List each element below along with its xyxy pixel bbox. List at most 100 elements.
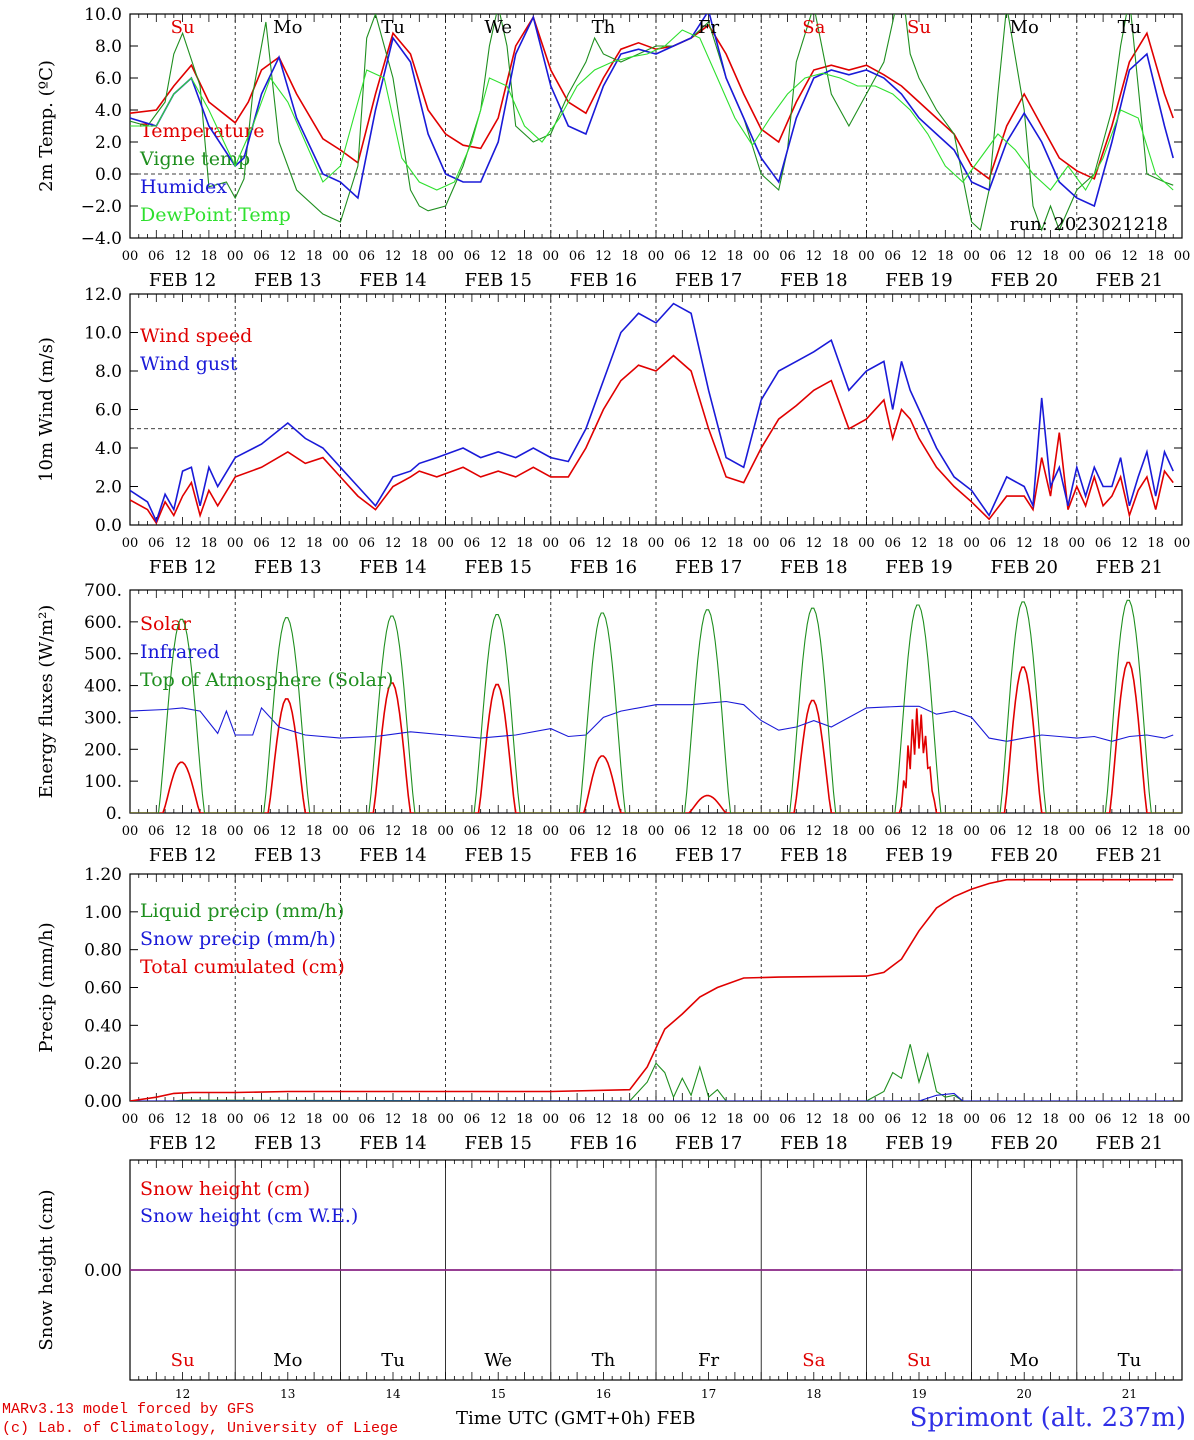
date-label: FEB 12 [149,1133,216,1154]
hour-label: 00 [963,249,980,264]
legend-entry: Wind speed [140,325,252,347]
hour-label: 18 [306,824,323,839]
hour-label: 12 [1016,536,1033,551]
hour-label: 06 [569,824,586,839]
legend-entry: Solar [140,613,192,635]
date-label: FEB 14 [359,270,426,291]
panel-frame [129,589,1183,814]
hour-label: 06 [990,249,1007,264]
hour-label: 12 [385,824,402,839]
hour-label: 12 [911,536,928,551]
hour-label: 12 [280,1112,297,1127]
hour-label: 00 [648,249,665,264]
series-line [130,14,1174,208]
hour-label: 06 [674,824,691,839]
hour-label: 18 [937,1112,954,1127]
day-number: 12 [175,1387,190,1401]
date-label: FEB 18 [780,1133,847,1154]
day-number: 19 [911,1387,926,1401]
day-number: 18 [806,1387,821,1401]
time-axis-month: FEB [656,1408,696,1429]
hour-label: 00 [122,536,139,551]
credit-line-1: MARv3.13 model forced by GFS [2,1401,255,1418]
hour-label: 18 [411,1112,428,1127]
y-tick-label: 0. [106,804,122,824]
day-label: Fr [698,17,719,38]
hour-label: 06 [148,249,165,264]
hour-label: 18 [727,249,744,264]
date-label: FEB 19 [885,557,952,578]
hour-label: 18 [201,1112,218,1127]
hour-label: 18 [937,824,954,839]
hour-label: 12 [595,824,612,839]
day-label: Sa [802,1350,825,1371]
hour-label: 18 [832,824,849,839]
hour-label: 12 [1121,536,1138,551]
date-label: FEB 20 [990,845,1057,866]
series-line [130,14,1174,232]
legend-entry: DewPoint Temp [140,204,291,226]
hour-label: 12 [911,824,928,839]
hour-label: 00 [227,1112,244,1127]
hour-label: 12 [385,249,402,264]
y-tick-label: 300. [84,708,122,728]
hour-label: 00 [332,824,349,839]
hour-label: 00 [648,1112,665,1127]
hour-label: 00 [437,249,454,264]
day-number: 17 [701,1387,716,1401]
hour-label: 00 [648,824,665,839]
hour-label: 00 [1174,824,1191,839]
y-tick-label: 100. [84,772,122,792]
hour-label: 12 [1121,249,1138,264]
hour-label: 00 [227,536,244,551]
y-tick-label: 8.0 [95,37,122,57]
hour-label: 12 [385,536,402,551]
y-tick-label: 200. [84,740,122,760]
series-line [130,878,1174,1101]
day-label: We [484,1350,512,1371]
hour-label: 00 [1174,1112,1191,1127]
y-tick-label: 12.0 [84,285,122,305]
hour-label: 18 [1042,536,1059,551]
legend-entry: Temperature [140,120,264,142]
hour-label: 00 [963,1112,980,1127]
hour-label: 06 [148,536,165,551]
day-label: Tu [381,17,405,38]
hour-label: 06 [990,1112,1007,1127]
hour-label: 00 [1069,1112,1086,1127]
hour-label: 18 [516,824,533,839]
y-tick-label: 2.0 [95,133,122,153]
hour-label: 06 [569,249,586,264]
y-axis-label: 10m Wind (m/s) [36,337,57,482]
hour-label: 06 [884,824,901,839]
legend-entry: Top of Atmosphere (Solar) [140,669,393,691]
hour-label: 12 [174,824,191,839]
y-tick-label: 0.0 [95,516,122,536]
hour-label: 00 [227,824,244,839]
hour-label: 06 [779,1112,796,1127]
hour-label: 00 [753,824,770,839]
day-label: Tu [1118,17,1142,38]
hour-label: 18 [306,1112,323,1127]
hour-label: 00 [753,536,770,551]
hour-label: 12 [595,1112,612,1127]
hour-label: 18 [1042,1112,1059,1127]
date-label: FEB 12 [149,557,216,578]
y-tick-label: 6.0 [95,401,122,421]
legend-entry: Wind gust [140,353,238,375]
hour-label: 00 [858,536,875,551]
day-label: Su [171,17,195,38]
hour-label: 06 [990,536,1007,551]
date-label: FEB 12 [149,270,216,291]
hour-label: 12 [806,249,823,264]
y-axis-label: Energy fluxes (W/m²) [36,605,57,799]
hour-label: 18 [201,536,218,551]
panel-2: 12.0 10.0 8.0 6.0 4.0 2.0 0.0 10m Wind (m/s) Win… [36,285,1190,578]
date-label: FEB 13 [254,557,321,578]
series-line [130,15,1174,181]
hour-label: 18 [727,824,744,839]
y-tick-label: 10.0 [84,324,122,344]
hour-label: 18 [516,536,533,551]
hour-label: 12 [1016,249,1033,264]
